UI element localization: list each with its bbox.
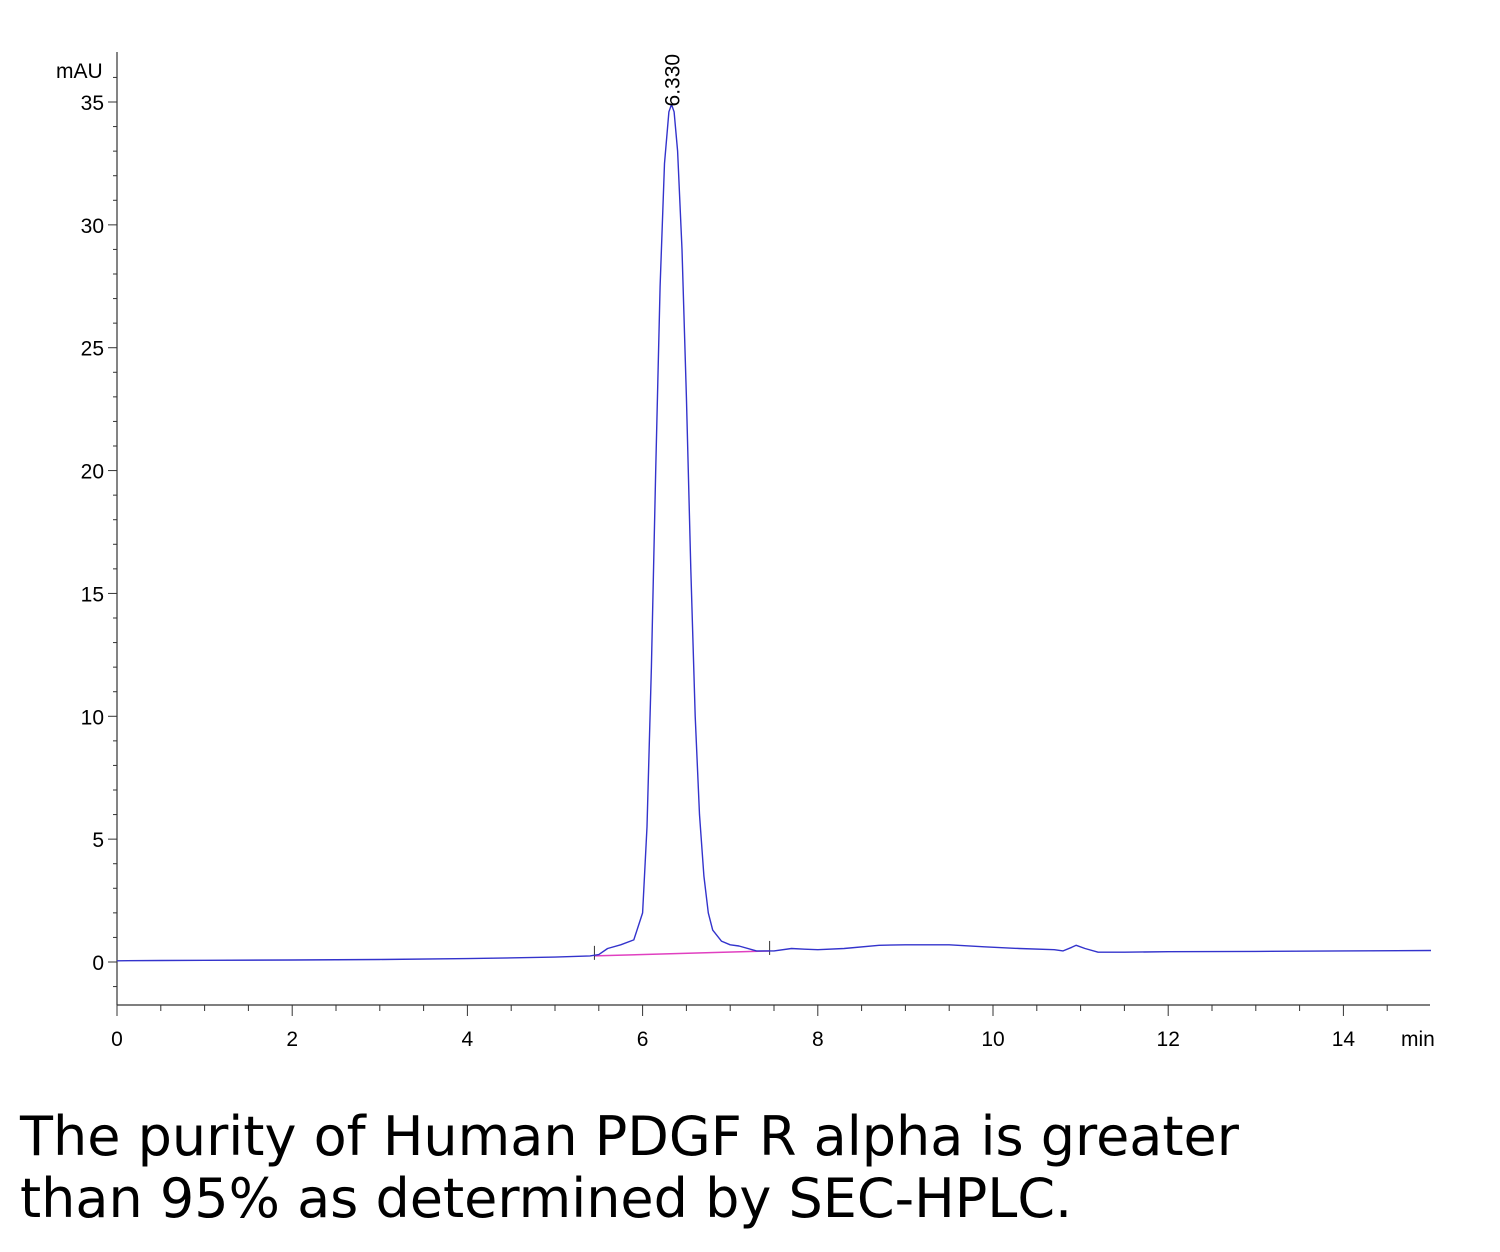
- caption-line-1: The purity of Human PDGF R alpha is grea…: [20, 1105, 1239, 1168]
- chart-axes: 0 5 10 15 20 25 30 35 0 2 4 6 8 10 12 14: [81, 52, 1430, 1051]
- x-tick-label: 8: [812, 1028, 824, 1051]
- x-tick-label: 2: [286, 1028, 298, 1051]
- y-tick-label: 35: [81, 92, 104, 115]
- figure-caption: The purity of Human PDGF R alpha is grea…: [20, 1106, 1480, 1230]
- x-tick-label: 4: [462, 1028, 474, 1051]
- y-tick-label: 25: [81, 338, 104, 361]
- caption-line-2: than 95% as determined by SEC-HPLC.: [20, 1167, 1073, 1230]
- integration-baseline: [594, 950, 770, 957]
- y-axis-label: mAU: [56, 60, 103, 83]
- x-tick-label: 10: [981, 1028, 1004, 1051]
- x-tick-label: 6: [637, 1028, 649, 1051]
- y-tick-label: 15: [81, 583, 104, 606]
- y-tick-label: 5: [92, 829, 104, 852]
- y-tick-label: 10: [81, 706, 104, 729]
- x-tick-label: 12: [1157, 1028, 1180, 1051]
- x-tick-label: 0: [111, 1028, 123, 1051]
- x-tick-label: 14: [1332, 1028, 1356, 1051]
- y-tick-label: 0: [92, 952, 104, 975]
- x-axis-label: min: [1401, 1028, 1435, 1051]
- signal-trace: [116, 103, 1432, 962]
- chromatogram-chart: 0 5 10 15 20 25 30 35 0 2 4 6 8 10 12 14 6.330 mAU min: [56, 52, 1435, 1051]
- peak-label: 6.330: [662, 54, 685, 107]
- y-tick-label: 30: [81, 215, 104, 238]
- y-tick-label: 20: [81, 461, 104, 484]
- chart-plot-area: 6.330: [116, 54, 1432, 962]
